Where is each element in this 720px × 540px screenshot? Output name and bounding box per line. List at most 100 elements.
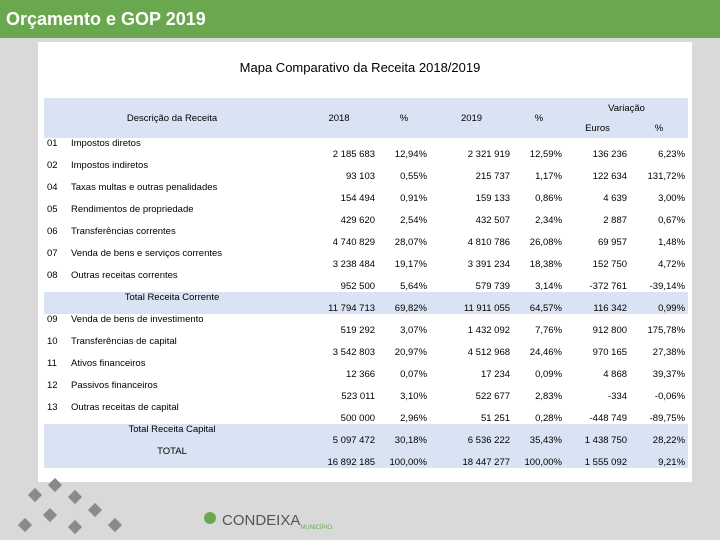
cell-value: 432 507: [475, 215, 511, 226]
row-label: Venda de bens e serviços correntes: [71, 248, 223, 259]
cell-value: 152 750: [592, 259, 628, 270]
cell-value: 4 740 829: [332, 237, 376, 248]
cell-value: 0,07%: [400, 369, 428, 380]
table-row: Total Receita Corrente 11 794 713 69,82% 11…: [44, 292, 689, 314]
row-label: Outras receitas correntes: [71, 270, 178, 281]
cell-value: 11 794 713: [300, 292, 379, 314]
cell-value: 5,64%: [400, 281, 428, 292]
cell-value: 28,07%: [394, 237, 428, 248]
cell-value: 429 620: [340, 215, 376, 226]
cell-value: 100,00%: [378, 446, 431, 468]
cell-value: 175,78%: [647, 325, 686, 336]
cell-value: 3 542 803: [332, 347, 376, 358]
cell-value: 39,37%: [652, 369, 686, 380]
table-row: 09 Venda de bens de investimento 519 292 3,…: [44, 314, 688, 336]
total-label: Total Receita Corrente: [44, 292, 301, 314]
row-label: Passivos financeiros: [71, 380, 158, 391]
cell-value: 24,46%: [529, 347, 563, 358]
row-code: 04: [47, 182, 58, 193]
row-label: Transferências de capital: [71, 336, 177, 347]
cell-value: 3 391 234: [467, 259, 511, 270]
logo: CONDEIXAMUNICÍPIO: [222, 512, 332, 531]
row-code: 10: [47, 336, 58, 347]
cell-value: 519 292: [340, 325, 376, 336]
cell-value: 523 011: [341, 391, 376, 402]
cell-value: 0,86%: [535, 193, 563, 204]
table-row: 10 Transferências de capital 3 542 803 20,9…: [44, 336, 688, 358]
cell-value: 131,72%: [647, 171, 686, 182]
cell-value: 116 342: [565, 292, 631, 314]
cell-value: 522 677: [475, 391, 511, 402]
cell-value: -334: [608, 391, 628, 402]
cell-value: 18 447 277: [430, 446, 514, 468]
cell-value: 7,76%: [535, 325, 563, 336]
cell-value: 20,97%: [394, 347, 428, 358]
cell-value: 0,99%: [630, 292, 689, 314]
table-row: 02 Impostos indiretos 93 103 0,55% 215 737 1,…: [44, 160, 688, 182]
row-label: Ativos financeiros: [71, 358, 146, 369]
cell-value: 159 133: [475, 193, 511, 204]
logo-pattern: [17, 477, 216, 535]
cell-value: 2,34%: [535, 215, 563, 226]
row-code: 13: [47, 402, 58, 413]
cell-value: 3,14%: [535, 281, 563, 292]
table-row: 13 Outras receitas de capital 500 000 2,96%…: [44, 402, 688, 424]
row-code: 12: [47, 380, 58, 391]
cell-value: -372 761: [589, 281, 628, 292]
header-bar: Orçamento e GOP 2019: [0, 0, 720, 38]
table-row: 08 Outras receitas correntes 952 500 5,64% 5…: [44, 270, 688, 292]
total-label: Total Receita Capital: [44, 424, 301, 446]
col-header: Euros: [565, 118, 631, 138]
col-header: %: [630, 118, 689, 138]
cell-value: 100,00%: [513, 446, 566, 468]
cell-value: 6,23%: [658, 149, 686, 160]
cell-value: 27,38%: [652, 347, 686, 358]
cell-value: 2 321 919: [467, 149, 511, 160]
cell-value: 9,21%: [630, 446, 689, 468]
cell-value: 4 512 968: [467, 347, 511, 358]
logo-text: CONDEIXA: [222, 512, 301, 529]
row-code: 11: [47, 358, 57, 369]
table-title: Mapa Comparativo da Receita 2018/2019: [239, 60, 481, 75]
table-row: Total Receita Capital 5 097 472 30,18% 6 53…: [44, 424, 689, 446]
cell-value: -448 749: [589, 413, 628, 424]
table-row: 05 Rendimentos de propriedade 429 620 2,54%…: [44, 204, 688, 226]
cell-value: 912 800: [592, 325, 628, 336]
col-header: Variação: [565, 98, 689, 118]
revenue-table: Descrição da Receita 2018 % 2019 % Varia…: [44, 98, 689, 468]
cell-value: 2,83%: [535, 391, 563, 402]
cell-value: 0,67%: [658, 215, 686, 226]
header-title: Orçamento e GOP 2019: [6, 9, 206, 29]
row-label: Transferências correntes: [71, 226, 176, 237]
logo-subtext: MUNICÍPIO: [300, 525, 333, 531]
cell-value: 30,18%: [378, 424, 431, 446]
cell-value: 3,00%: [658, 193, 686, 204]
cell-value: 1,48%: [658, 237, 686, 248]
cell-value: 3,10%: [400, 391, 428, 402]
cell-value: 0,91%: [400, 193, 428, 204]
table-body: 01 Impostos diretos 2 185 683 12,94% 2 321 9…: [44, 138, 689, 468]
table-row: TOTAL 16 892 185 100,00% 18 447 277 100,00% 1…: [44, 446, 689, 468]
cell-value: 4 810 786: [467, 237, 511, 248]
row-label: Impostos diretos: [71, 138, 141, 149]
cell-value: 19,17%: [394, 259, 428, 270]
cell-value: 28,22%: [630, 424, 689, 446]
row-code: 01: [47, 138, 58, 149]
total-label: TOTAL: [44, 446, 301, 468]
row-label: Venda de bens de investimento: [71, 314, 204, 325]
cell-value: 2,54%: [400, 215, 428, 226]
cell-value: 2,96%: [400, 413, 428, 424]
cell-value: -39,14%: [649, 281, 686, 292]
cell-value: 4,72%: [658, 259, 686, 270]
cell-value: 500 000: [340, 413, 376, 424]
cell-value: 1 432 092: [467, 325, 511, 336]
cell-value: 12 366: [345, 369, 376, 380]
cell-value: 64,57%: [513, 292, 566, 314]
cell-value: 579 739: [475, 281, 511, 292]
col-header: 2018: [300, 98, 379, 138]
table-row: 06 Transferências correntes 4 740 829 28,07…: [44, 226, 688, 248]
cell-value: 3,07%: [400, 325, 428, 336]
row-label: Rendimentos de propriedade: [71, 204, 194, 215]
cell-value: 0,55%: [400, 171, 428, 182]
